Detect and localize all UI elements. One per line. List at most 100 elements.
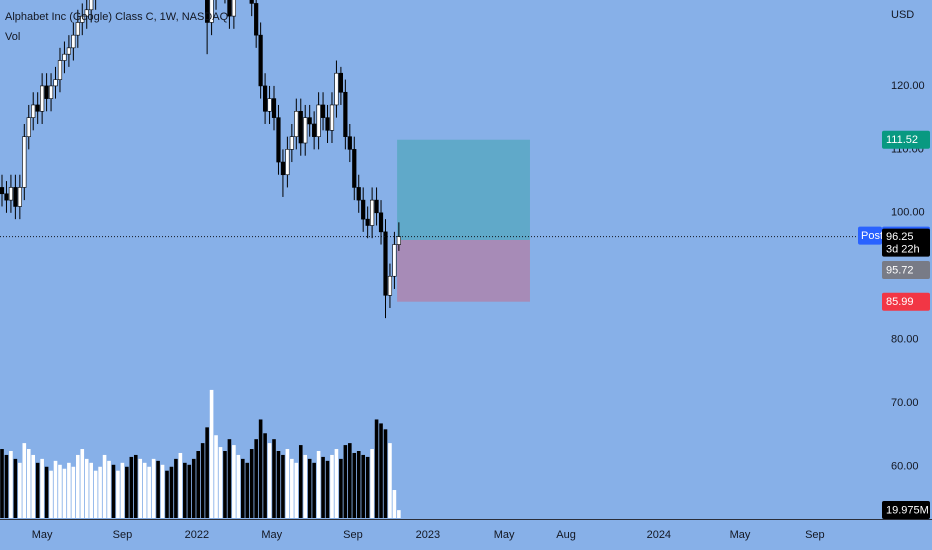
volume-bar <box>218 447 223 518</box>
candle-body <box>4 193 9 201</box>
volume-bar <box>214 435 218 518</box>
volume-bar <box>383 429 388 518</box>
volume-bar <box>156 460 160 518</box>
volume-bar <box>348 443 352 518</box>
volume-bar <box>397 510 401 518</box>
stop-badge-bg <box>882 292 930 311</box>
volume-bar <box>111 464 116 518</box>
volume-bar <box>116 470 120 518</box>
volume-bar <box>334 449 339 518</box>
volume-bar <box>160 464 165 518</box>
volume-bar <box>4 454 9 518</box>
stop-badge: 85.99 <box>886 296 914 308</box>
y-tick-label: 120.00 <box>891 80 925 92</box>
volume-bar <box>263 433 267 518</box>
candle-body <box>383 231 388 296</box>
candle-body <box>53 79 58 87</box>
volume-bar <box>365 456 370 518</box>
candle-body <box>249 0 254 4</box>
volume-bar <box>125 466 129 518</box>
volume-bar <box>316 451 321 518</box>
volume-bar <box>307 458 312 518</box>
x-tick-label: 2024 <box>647 529 671 541</box>
volume-bar <box>356 451 361 518</box>
volume-bar <box>147 466 151 518</box>
candle-body <box>271 98 277 118</box>
volume-bar <box>361 454 365 518</box>
volume-bar <box>191 458 196 518</box>
candle-body <box>22 136 27 188</box>
volume-bar <box>40 458 44 518</box>
volume-bar <box>321 456 325 518</box>
volume-bar <box>330 454 334 518</box>
volume-bar <box>325 460 330 518</box>
volume-bar <box>62 468 67 518</box>
volume-bar <box>107 460 111 518</box>
candle-body <box>352 149 357 188</box>
candle-body <box>66 47 71 55</box>
candle-body <box>227 0 232 17</box>
volume-bar <box>187 464 192 518</box>
candle-body <box>40 85 45 112</box>
x-tick-label: Sep <box>113 529 133 541</box>
x-tick-label: May <box>730 529 751 541</box>
candle-body <box>0 187 5 195</box>
x-tick-label: May <box>32 529 53 541</box>
candle-body <box>89 0 94 11</box>
candle-body <box>80 15 85 23</box>
volume-bar <box>267 443 272 518</box>
volume-bar <box>174 458 178 518</box>
candle-body <box>374 199 379 214</box>
volume-bar <box>169 466 174 518</box>
candle-body <box>347 136 352 150</box>
candle-body <box>365 218 370 226</box>
volume-bar <box>0 449 4 518</box>
candle-body <box>13 187 18 207</box>
candle-body <box>289 136 294 150</box>
candle-body <box>17 187 22 207</box>
volume-bar <box>209 389 214 518</box>
x-tick-label: May <box>261 529 282 541</box>
volume-bar <box>232 445 236 518</box>
candle-body <box>35 104 40 112</box>
target-badge-bg <box>882 130 930 149</box>
post-tag: Post <box>861 230 883 242</box>
volume-bar <box>18 462 22 518</box>
candle-body <box>312 123 317 137</box>
candle-body <box>303 117 308 144</box>
volume-bar <box>290 458 294 518</box>
volume-title: Vol <box>5 31 20 43</box>
volume-bar <box>245 462 250 518</box>
volume-bar <box>13 458 18 518</box>
candle-body <box>276 117 281 163</box>
volume-bar <box>281 454 285 518</box>
volume-bar <box>22 443 27 518</box>
volume-bar <box>294 462 299 518</box>
volume-bar <box>249 449 254 518</box>
candle-body <box>320 104 326 118</box>
entry-badge-bg <box>882 260 930 279</box>
x-tick-label: Sep <box>805 529 825 541</box>
countdown: 3d 22h <box>886 244 920 256</box>
volume-bar <box>254 439 258 518</box>
x-tick-label: Aug <box>556 529 576 541</box>
volume-badge: 19.975M <box>886 504 929 516</box>
volume-bar <box>138 458 143 518</box>
volume-bar <box>142 462 147 518</box>
volume-bar <box>58 464 62 518</box>
candle-body <box>387 275 393 296</box>
volume-bar <box>133 454 138 518</box>
volume-bar <box>223 451 227 518</box>
candle-body <box>285 149 290 176</box>
candle-body <box>307 117 312 125</box>
candle-body <box>26 117 31 137</box>
volume-bar <box>67 462 71 518</box>
candle-body <box>392 244 397 277</box>
candle-body <box>75 22 80 36</box>
volume-bar <box>236 454 241 518</box>
volume-bar <box>102 454 107 518</box>
volume-bar <box>120 462 125 518</box>
volume-bar <box>298 445 303 518</box>
candle-body <box>361 199 366 220</box>
